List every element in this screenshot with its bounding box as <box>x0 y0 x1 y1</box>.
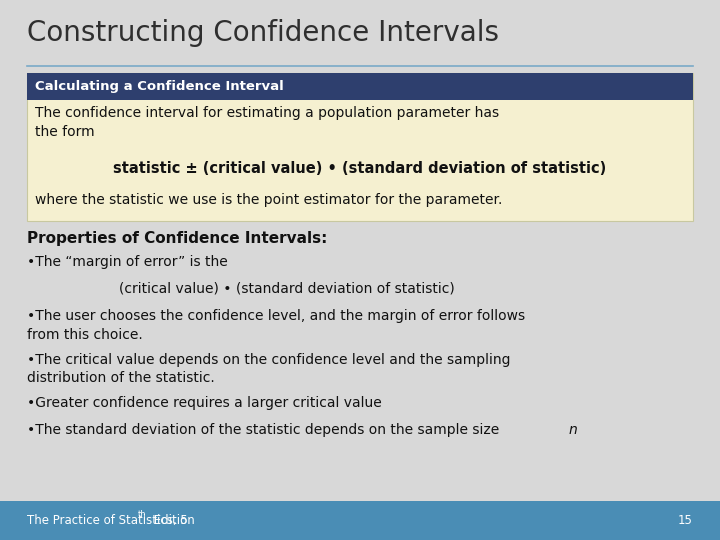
Text: Calculating a Confidence Interval: Calculating a Confidence Interval <box>35 80 283 93</box>
Bar <box>0 501 720 540</box>
Text: Constructing Confidence Intervals: Constructing Confidence Intervals <box>27 19 500 47</box>
Text: statistic ± (critical value) • (standard deviation of statistic): statistic ± (critical value) • (standard… <box>113 161 607 176</box>
Text: where the statistic we use is the point estimator for the parameter.: where the statistic we use is the point … <box>35 193 502 207</box>
Text: The Practice of Statistics, 5: The Practice of Statistics, 5 <box>27 514 188 527</box>
Text: •The “margin of error” is the: •The “margin of error” is the <box>27 255 228 269</box>
Text: th: th <box>138 510 147 518</box>
Text: n: n <box>569 423 577 437</box>
Bar <box>27 73 693 100</box>
Text: Edition: Edition <box>150 514 194 527</box>
Text: •Greater confidence requires a larger critical value: •Greater confidence requires a larger cr… <box>27 396 382 410</box>
Text: 15: 15 <box>678 514 693 527</box>
Text: •The standard deviation of the statistic depends on the sample size: •The standard deviation of the statistic… <box>27 423 504 437</box>
Text: •The critical value depends on the confidence level and the sampling
distributio: •The critical value depends on the confi… <box>27 353 511 385</box>
Text: Properties of Confidence Intervals:: Properties of Confidence Intervals: <box>27 231 328 246</box>
Text: The confidence interval for estimating a population parameter has
the form: The confidence interval for estimating a… <box>35 106 499 139</box>
Text: •The user chooses the confidence level, and the margin of error follows
from thi: •The user chooses the confidence level, … <box>27 309 526 342</box>
Text: (critical value) • (standard deviation of statistic): (critical value) • (standard deviation o… <box>27 281 455 295</box>
Bar <box>27 73 693 221</box>
